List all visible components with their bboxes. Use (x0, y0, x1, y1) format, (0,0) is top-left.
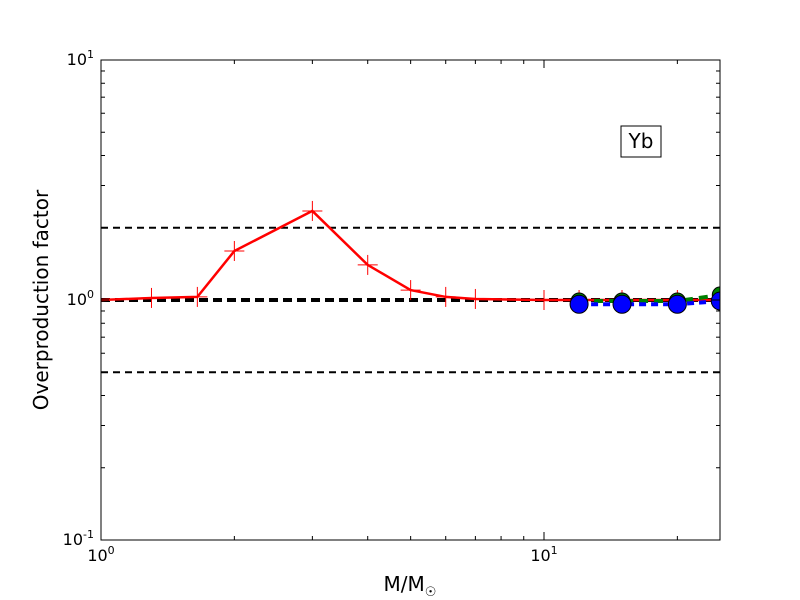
x-axis-label: M/M☉ (384, 572, 437, 600)
y-tick-label: 101 (67, 48, 94, 69)
x-axis-label-base: M/M (384, 572, 425, 596)
x-tick-label: 100 (87, 544, 114, 565)
tick-exponent: 1 (87, 48, 94, 61)
data-series (101, 200, 720, 314)
x-tick-label: 101 (530, 544, 557, 565)
tick-exponent: -1 (83, 528, 94, 541)
data-point-plus (302, 200, 323, 221)
series-group (569, 291, 720, 314)
data-point-plus (141, 287, 162, 308)
data-point-circle (667, 294, 687, 314)
series-line (579, 292, 720, 304)
data-point-circle (569, 294, 589, 314)
tick-base: 10 (67, 290, 87, 309)
data-point-plus (224, 241, 245, 262)
axis-ticks (100, 59, 720, 541)
data-point-plus (187, 286, 208, 307)
y-tick-label: 10-1 (63, 528, 94, 549)
annotation-box (620, 125, 662, 158)
tick-exponent: 0 (87, 288, 94, 301)
tick-exponent: 0 (108, 544, 115, 557)
x-axis-label-subscript: ☉ (425, 585, 437, 600)
annotation: Yb (620, 125, 662, 158)
tick-base: 10 (63, 530, 83, 549)
tick-base: 10 (87, 546, 107, 565)
data-point-circle (710, 291, 720, 311)
tick-base: 10 (67, 50, 87, 69)
data-point-circle (612, 294, 632, 314)
y-tick-label: 100 (67, 288, 94, 309)
tick-base: 10 (530, 546, 550, 565)
data-point-plus (534, 290, 554, 310)
data-point-plus (357, 254, 378, 275)
tick-exponent: 1 (551, 544, 558, 557)
y-axis-label: Overproduction factor (29, 189, 53, 410)
data-point-plus (465, 288, 486, 309)
data-point-plus (400, 280, 421, 301)
annotation-label: Yb (628, 129, 654, 153)
data-point-plus (435, 286, 456, 307)
